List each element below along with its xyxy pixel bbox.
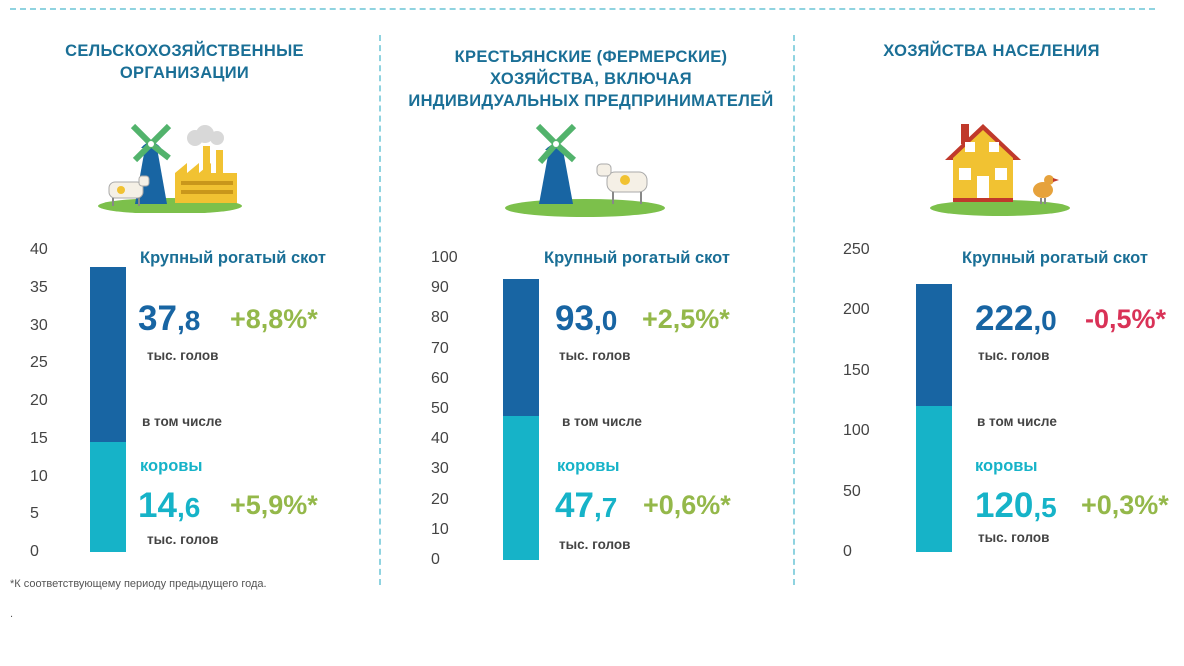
axis-tick: 0: [843, 543, 852, 560]
bar-stack: [503, 258, 539, 560]
axis-tick: 50: [431, 400, 449, 417]
cows-unit: тыс. голов: [559, 537, 631, 552]
axis-tick: 10: [431, 520, 449, 538]
cattle-change: +8,8%*: [230, 304, 318, 334]
axis-tick: 40: [30, 241, 48, 258]
cows-value: 120,5: [975, 486, 1057, 526]
panel-population-households: ХОЗЯЙСТВА НАСЕЛЕНИЯ 250 200 150 100 50 0 Круп…: [795, 0, 1184, 600]
title-line: ХОЗЯЙСТВА, ВКЛЮЧАЯ: [490, 70, 692, 88]
axis-tick: 90: [431, 279, 449, 297]
bar-cows: [90, 441, 126, 552]
trailing-dot: .: [10, 608, 14, 620]
panel-title: СЕЛЬСКОХОЗЯЙСТВЕННЫЕ ОРГАНИЗАЦИИ: [0, 40, 374, 84]
cattle-unit: тыс. голов: [978, 348, 1050, 363]
axis-tick: 50: [843, 482, 861, 500]
y-axis: 250 200 150 100 50 0: [843, 241, 875, 560]
cows-value: 47,7: [555, 486, 617, 526]
including-label: в том числе: [562, 414, 642, 429]
axis-tick: 30: [431, 460, 449, 478]
cattle-change: +2,5%*: [642, 304, 730, 334]
cows-unit: тыс. голов: [147, 532, 219, 547]
value-dec: ,7: [593, 492, 618, 523]
panel-divider-1: [379, 35, 381, 585]
cows-label: коровы: [557, 457, 620, 475]
y-axis: 40 35 30 25 20 15 10 5 0: [30, 241, 60, 560]
cows-label: коровы: [140, 457, 203, 475]
y-axis: 100 90 80 70 60 50 40 30 20 10 0: [431, 249, 463, 568]
axis-tick: 20: [431, 490, 449, 508]
cows-value: 14,6: [138, 486, 200, 526]
value-dec: ,6: [176, 492, 201, 523]
axis-tick: 100: [431, 249, 458, 266]
axis-tick: 15: [30, 429, 48, 447]
value-int: 222: [975, 299, 1034, 338]
value-dec: ,0: [1033, 305, 1057, 336]
title-line: ХОЗЯЙСТВА НАСЕЛЕНИЯ: [883, 42, 1100, 60]
axis-tick: 30: [30, 316, 48, 334]
value-int: 120: [975, 486, 1034, 525]
cows-change: +5,9%*: [230, 490, 318, 520]
bar-cows: [503, 415, 539, 560]
cattle-unit: тыс. голов: [147, 348, 219, 363]
footnote: *К соответствующему периоду предыдущего …: [10, 578, 267, 590]
value-dec: ,8: [176, 305, 201, 336]
panel-farm-households: КРЕСТЬЯНСКИЕ (ФЕРМЕРСКИЕ) ХОЗЯЙСТВА, ВКЛ…: [381, 0, 793, 600]
axis-tick: 0: [431, 551, 440, 568]
axis-tick: 150: [843, 361, 870, 379]
title-line: КРЕСТЬЯНСКИЕ (ФЕРМЕРСКИЕ): [454, 48, 728, 66]
windmill-cow-icon: [505, 123, 665, 217]
cattle-heading: Крупный рогатый скот: [962, 249, 1148, 267]
title-line: СЕЛЬСКОХОЗЯЙСТВЕННЫЕ: [65, 42, 304, 60]
panel-divider-2: [793, 35, 795, 585]
title-line: ИНДИВИДУАЛЬНЫХ ПРЕДПРИНИМАТЕЛЕЙ: [408, 92, 774, 110]
axis-tick: 200: [843, 301, 870, 319]
cows-change: +0,3%*: [1081, 490, 1169, 520]
cows-change: +0,6%*: [643, 490, 731, 520]
bar-stack: [916, 250, 952, 552]
value-int: 47: [555, 486, 594, 525]
axis-tick: 10: [30, 467, 48, 485]
axis-tick: 250: [843, 241, 870, 258]
bar-cows: [916, 406, 952, 552]
value-dec: ,5: [1033, 492, 1057, 523]
axis-tick: 35: [30, 278, 48, 296]
top-divider: [10, 8, 1155, 10]
panel-agricultural-organizations: СЕЛЬСКОХОЗЯЙСТВЕННЫЕ ОРГАНИЗАЦИИ 40 35 30 2…: [0, 0, 379, 600]
cattle-unit: тыс. голов: [559, 348, 631, 363]
bar-total-cattle: [503, 279, 539, 416]
panel-title: КРЕСТЬЯНСКИЕ (ФЕРМЕРСКИЕ) ХОЗЯЙСТВА, ВКЛ…: [385, 46, 797, 112]
title-line: ОРГАНИЗАЦИИ: [119, 64, 250, 82]
cattle-total-value: 93,0: [555, 299, 617, 339]
cattle-total-value: 222,0: [975, 299, 1057, 339]
including-label: в том числе: [977, 414, 1057, 429]
axis-tick: 60: [431, 369, 449, 387]
value-int: 14: [138, 486, 177, 525]
value-int: 93: [555, 299, 594, 338]
axis-tick: 100: [843, 422, 870, 440]
house-chicken-icon: [930, 124, 1070, 216]
value-dec: ,0: [593, 305, 618, 336]
windmill-factory-cow-icon: [98, 123, 242, 213]
cows-label: коровы: [975, 457, 1038, 475]
axis-tick: 20: [30, 392, 48, 409]
axis-tick: 80: [431, 309, 449, 327]
axis-tick: 0: [30, 543, 39, 560]
axis-tick: 70: [431, 339, 449, 357]
bar-total-cattle: [916, 283, 952, 407]
bar-total-cattle: [90, 266, 126, 442]
cattle-change: -0,5%*: [1085, 304, 1167, 334]
axis-tick: 25: [30, 354, 48, 372]
cattle-total-value: 37,8: [138, 299, 200, 339]
cows-unit: тыс. голов: [978, 530, 1050, 545]
cattle-heading: Крупный рогатый скот: [544, 249, 730, 267]
including-label: в том числе: [142, 414, 222, 429]
axis-tick: 40: [431, 430, 449, 448]
value-int: 37: [138, 299, 177, 338]
cattle-heading: Крупный рогатый скот: [140, 249, 326, 267]
axis-tick: 5: [30, 505, 39, 523]
panel-title: ХОЗЯЙСТВА НАСЕЛЕНИЯ: [797, 40, 1184, 62]
bar-stack: [90, 250, 126, 552]
